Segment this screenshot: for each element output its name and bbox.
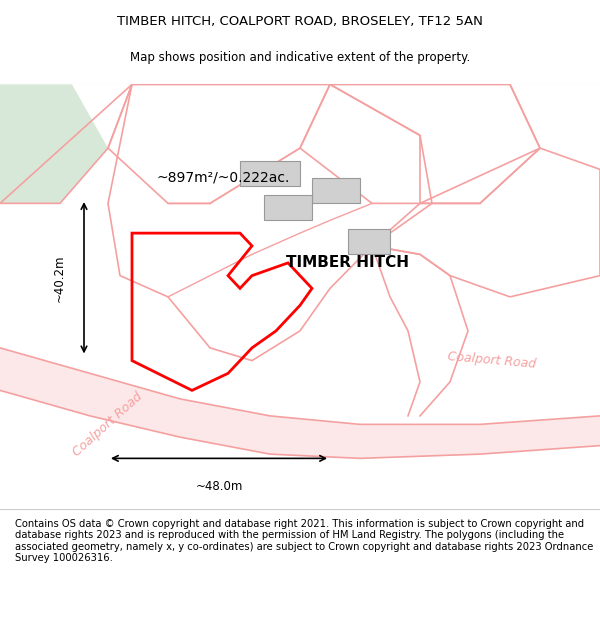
Polygon shape — [264, 195, 312, 221]
Text: ~897m²/~0.222ac.: ~897m²/~0.222ac. — [156, 171, 289, 185]
Text: Map shows position and indicative extent of the property.: Map shows position and indicative extent… — [130, 51, 470, 64]
Polygon shape — [312, 178, 360, 203]
Polygon shape — [240, 161, 300, 186]
Text: ~48.0m: ~48.0m — [196, 479, 242, 492]
Text: Contains OS data © Crown copyright and database right 2021. This information is : Contains OS data © Crown copyright and d… — [15, 519, 593, 563]
Text: TIMBER HITCH: TIMBER HITCH — [287, 256, 409, 271]
Text: Coalport Road: Coalport Road — [71, 390, 145, 459]
Polygon shape — [348, 229, 390, 254]
Text: TIMBER HITCH, COALPORT ROAD, BROSELEY, TF12 5AN: TIMBER HITCH, COALPORT ROAD, BROSELEY, T… — [117, 14, 483, 28]
Text: Coalport Road: Coalport Road — [447, 350, 537, 371]
Text: ~40.2m: ~40.2m — [53, 254, 66, 301]
Polygon shape — [0, 348, 600, 458]
Polygon shape — [0, 84, 108, 203]
